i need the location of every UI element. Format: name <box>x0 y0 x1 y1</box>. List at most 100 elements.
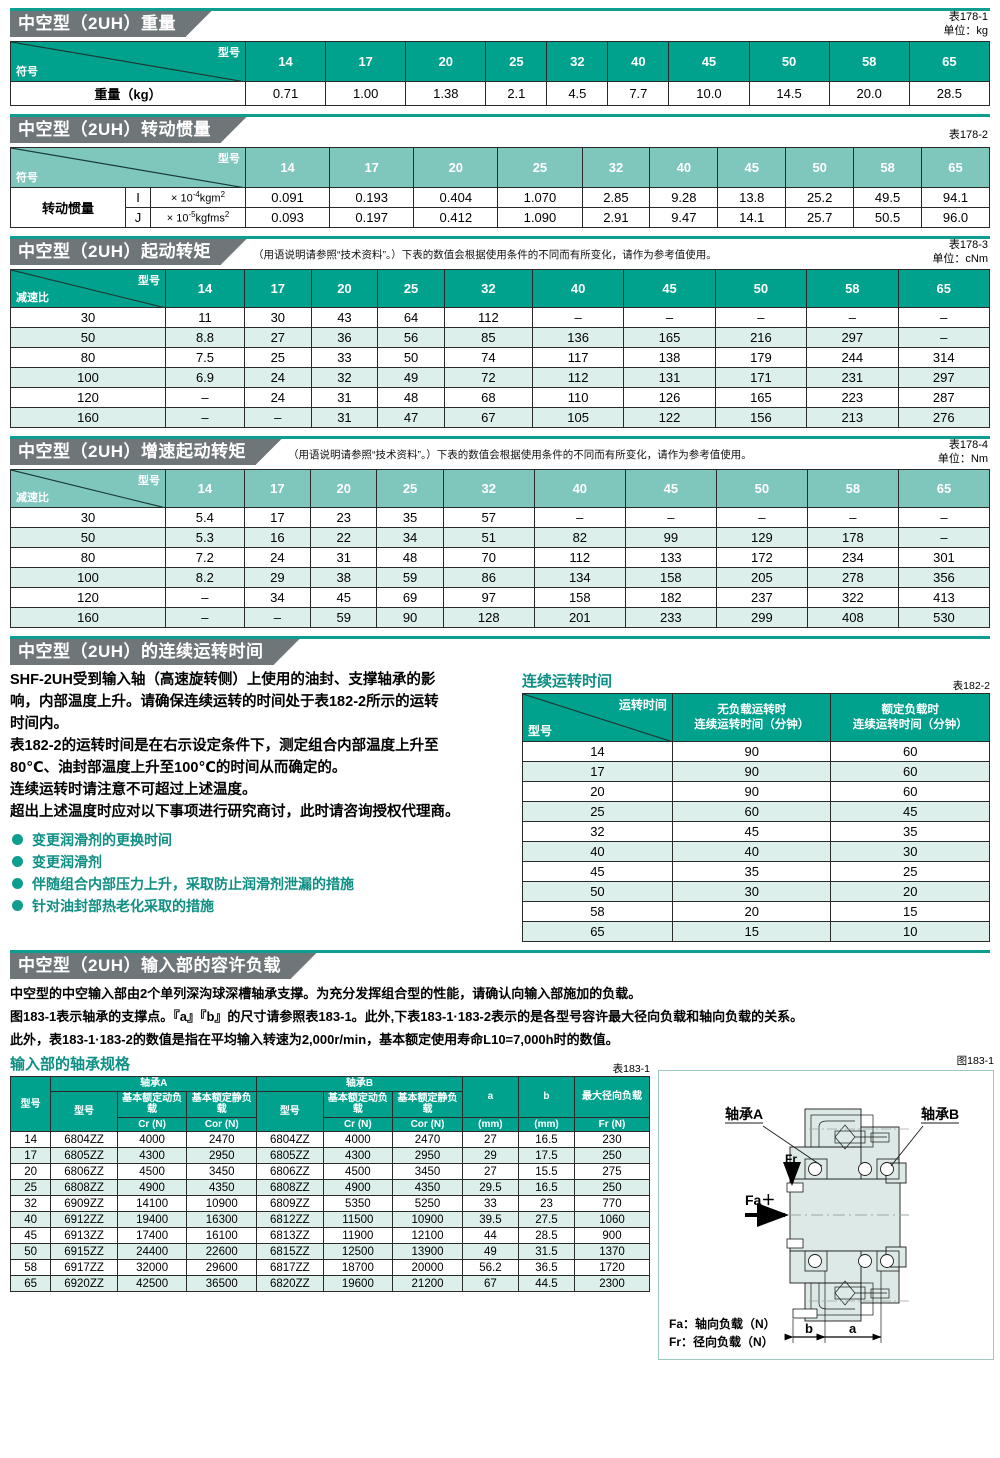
cell: 23 <box>310 507 378 528</box>
cell: 28.5 <box>517 1227 576 1245</box>
table-row: 100 8.2 29 38 59 86 134 158 205 278 356 <box>10 567 991 588</box>
model-header: 25 <box>376 469 444 508</box>
cell: 16100 <box>186 1227 258 1245</box>
cell: 33 <box>310 347 379 368</box>
model-header: 40 <box>533 469 626 508</box>
cell: 16.5 <box>517 1131 576 1149</box>
section-title-starting-torque: 中空型（2UH）起动转矩 <box>10 239 222 265</box>
cell: 179 <box>714 347 808 368</box>
unit-prefix: × 10 <box>166 212 189 225</box>
figure-number: 图183-1 <box>956 1055 994 1068</box>
cell: 0.197 <box>329 207 415 228</box>
section-continuous: 中空型（2UH）的连续运转时间 <box>10 636 990 665</box>
section-meta-inertia: 表178-2 <box>949 129 990 143</box>
cell: 28.5 <box>908 81 991 106</box>
cell: 19400 <box>116 1211 188 1229</box>
section-slant <box>273 639 300 665</box>
model-header: 58 <box>853 147 923 188</box>
cell: 45 <box>9 1227 52 1245</box>
cell: 64 <box>377 307 445 328</box>
cell: 34 <box>376 527 444 548</box>
model-header: 20 <box>310 269 379 308</box>
diagonal-line-icon <box>522 694 672 742</box>
cell: 158 <box>624 567 717 588</box>
cell: 31 <box>310 547 378 568</box>
list-item: 变更润滑剂 <box>10 852 508 872</box>
bearing-table-caption: 输入部的轴承规格 <box>10 1056 131 1074</box>
cell: 201 <box>533 607 626 628</box>
cell: 17400 <box>116 1227 188 1245</box>
section-rule <box>10 236 990 239</box>
table-number: 表178-2 <box>948 129 988 142</box>
list-item: 针对油封部热老化采取的措施 <box>10 896 508 916</box>
cell: 20 <box>521 781 673 802</box>
section-note: （用语说明请参照“技术资料”。）下表的数值会根据使用条件的不同而有所变化，请作为… <box>288 449 752 462</box>
table-unit: 单位：cNm <box>932 252 988 265</box>
row-label: 160 <box>10 407 166 428</box>
model-header: 25 <box>377 269 445 308</box>
cell: 40 <box>521 841 673 862</box>
cell: 50 <box>521 881 673 902</box>
corner-top-label: 型号 <box>218 47 240 59</box>
bearing-spec-table: 型号 轴承A 轴承B a b 最大径向负载 型号 基本额定动负载 基本额定静负载… <box>9 1076 650 1293</box>
cell: – <box>897 527 991 548</box>
diagonal-line-icon <box>11 270 165 308</box>
unit-suffix: kgm <box>199 192 221 205</box>
cell: 18700 <box>322 1259 394 1277</box>
paragraph: 此外，表183-1·183-2的数值是指在平均输入转速为2,000r/min，基… <box>10 1031 619 1047</box>
cell: 530 <box>897 607 991 628</box>
diagonal-line-icon <box>11 42 245 82</box>
cell: 1.090 <box>497 207 583 228</box>
cell: 413 <box>897 587 991 608</box>
cell: 40 <box>671 841 832 862</box>
table-number: 表182-2 <box>952 680 990 692</box>
model-header: 65 <box>921 147 990 188</box>
cell: 90 <box>671 781 832 802</box>
table-row: 120–24 31 48 68 110 126 165 223 287 <box>10 387 990 408</box>
cell: 4900 <box>322 1179 394 1197</box>
cell: 10.0 <box>668 81 750 106</box>
table-row: 30 5.4 17 23 35 57– – – – – <box>10 507 991 528</box>
cell: 68 <box>443 387 533 408</box>
model-header: 65 <box>897 269 990 308</box>
header-unit-a: (mm) <box>461 1116 519 1133</box>
cell: 105 <box>531 407 625 428</box>
cell: 158 <box>533 587 626 608</box>
cell: 4300 <box>116 1147 188 1165</box>
table-row: 58 6917ZZ 32000 29600 6817ZZ 18700 20000 56.2 36… <box>9 1259 650 1277</box>
cell: 234 <box>806 547 899 568</box>
model-header: 14 <box>165 469 245 508</box>
cell: 6913ZZ <box>50 1227 118 1245</box>
corner-bottom-label: 符号 <box>16 66 38 78</box>
cell: 0.093 <box>244 207 331 228</box>
table-row: 58 20 15 <box>521 901 990 922</box>
cell: 171 <box>714 367 808 388</box>
cell: 3450 <box>186 1163 258 1181</box>
section-title-inertia: 中空型（2UH）转动惯量 <box>10 117 222 143</box>
corner-cell: 型号 减速比 <box>10 269 166 308</box>
cell: 29 <box>243 567 312 588</box>
cell: 24 <box>243 367 312 388</box>
table-row: 50 6915ZZ 24400 22600 6815ZZ 12500 13900 49 31.5… <box>9 1243 650 1261</box>
section-slant <box>291 953 318 979</box>
cell: 6817ZZ <box>256 1259 324 1277</box>
cell: 7.7 <box>607 81 670 106</box>
model-header: 14 <box>165 269 245 308</box>
section-rule <box>10 8 990 11</box>
cell: 86 <box>442 567 535 588</box>
cell: 9.47 <box>649 207 719 228</box>
model-header: 17 <box>325 41 407 82</box>
cell: 74 <box>443 347 533 368</box>
list-item: 伴随组合内部压力上升，采取防止润滑剂泄漏的措施 <box>10 874 508 894</box>
cell: 5.3 <box>165 527 245 548</box>
section-slant <box>186 11 213 37</box>
cell: 112 <box>443 307 533 328</box>
cell: 250 <box>574 1179 650 1197</box>
cell: 17 <box>243 507 312 528</box>
table-number: 表183-1 <box>612 1063 650 1076</box>
paragraph: 80℃、油封部温度上升至100℃的时间从而确定的。 <box>10 760 347 777</box>
cell: 6809ZZ <box>256 1195 324 1213</box>
model-header: 45 <box>623 269 716 308</box>
cell: 25.7 <box>785 207 855 228</box>
corner-bottom-label: 型号 <box>527 724 552 738</box>
